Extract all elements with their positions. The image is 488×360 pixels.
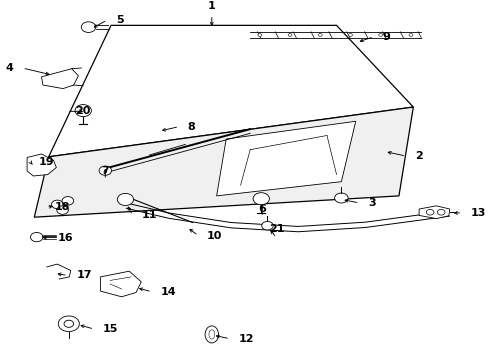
Polygon shape	[49, 25, 412, 157]
Text: 16: 16	[57, 233, 73, 243]
Text: 7: 7	[101, 166, 109, 176]
Polygon shape	[101, 271, 141, 297]
Circle shape	[64, 320, 74, 327]
Text: 21: 21	[268, 224, 284, 234]
Ellipse shape	[204, 326, 218, 343]
Circle shape	[426, 210, 433, 215]
Circle shape	[318, 33, 322, 36]
Polygon shape	[216, 121, 355, 196]
Text: 18: 18	[55, 202, 70, 212]
Text: 1: 1	[207, 1, 215, 11]
Text: 11: 11	[141, 210, 157, 220]
Text: 6: 6	[258, 204, 265, 214]
Circle shape	[75, 104, 91, 117]
Polygon shape	[34, 107, 412, 217]
Text: 10: 10	[206, 231, 222, 241]
Polygon shape	[27, 154, 56, 176]
Circle shape	[378, 33, 382, 36]
Circle shape	[287, 33, 291, 36]
Circle shape	[253, 193, 269, 205]
Circle shape	[57, 206, 68, 214]
Circle shape	[81, 22, 96, 32]
Text: 13: 13	[470, 208, 485, 218]
Circle shape	[51, 200, 63, 209]
Text: 4: 4	[6, 63, 14, 73]
Circle shape	[436, 210, 444, 215]
Text: 14: 14	[160, 287, 176, 297]
Circle shape	[58, 316, 79, 332]
Polygon shape	[418, 206, 449, 219]
Circle shape	[99, 166, 111, 175]
Text: 9: 9	[382, 32, 390, 42]
Circle shape	[348, 33, 352, 36]
Text: 15: 15	[102, 324, 118, 334]
Text: 3: 3	[367, 198, 375, 208]
Ellipse shape	[208, 330, 214, 339]
Circle shape	[257, 33, 261, 36]
Circle shape	[261, 221, 273, 230]
Circle shape	[334, 193, 347, 203]
Text: 5: 5	[116, 15, 123, 25]
Text: 17: 17	[76, 270, 92, 280]
Text: 20: 20	[75, 106, 91, 116]
Text: 8: 8	[187, 122, 195, 132]
Polygon shape	[41, 69, 78, 89]
Text: 19: 19	[39, 157, 55, 167]
Circle shape	[408, 33, 412, 36]
Circle shape	[62, 197, 74, 205]
Circle shape	[117, 193, 133, 206]
Circle shape	[30, 233, 43, 242]
Text: 2: 2	[414, 151, 422, 161]
Text: 12: 12	[238, 334, 254, 344]
